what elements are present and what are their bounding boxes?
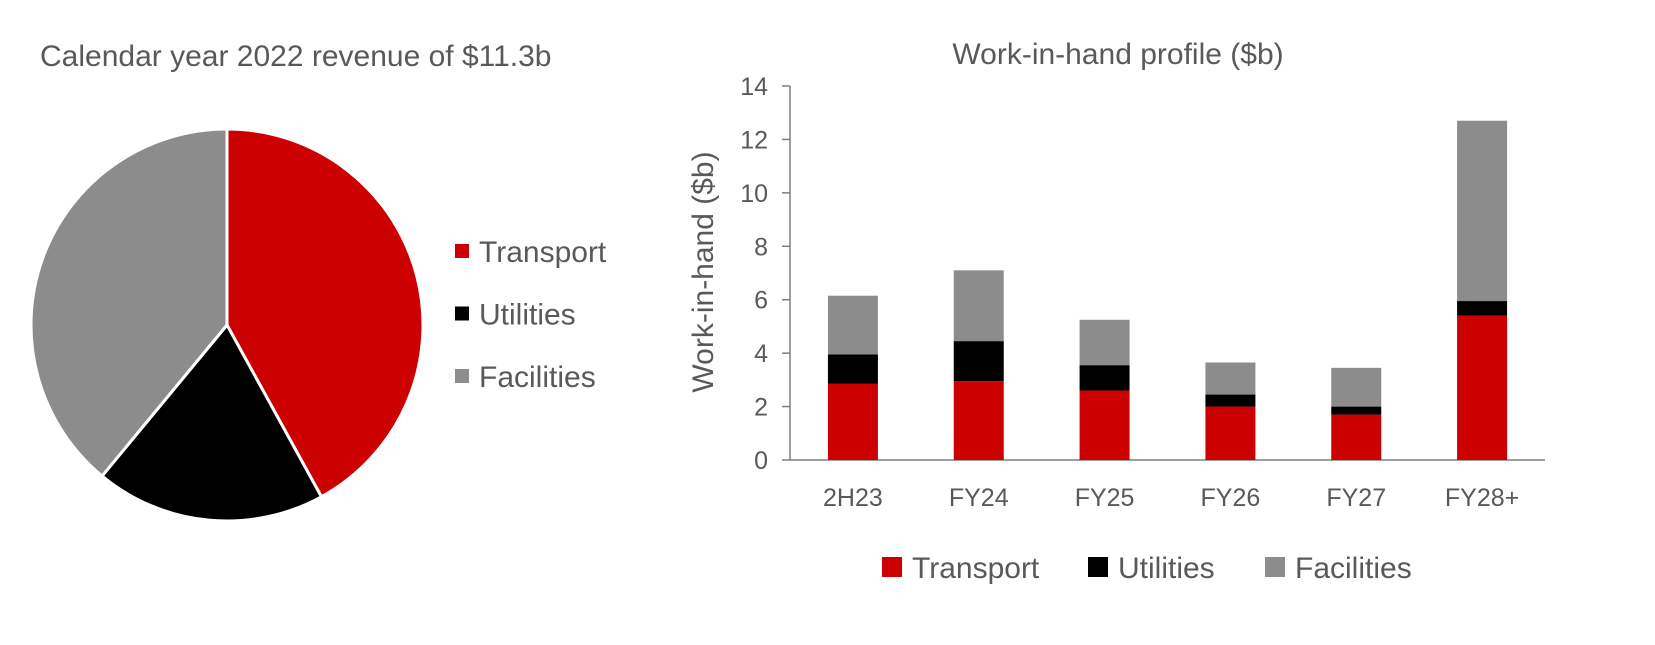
bar-legend-swatch bbox=[1088, 557, 1108, 577]
bar-facilities-fy24 bbox=[953, 270, 1004, 342]
pie-legend-swatch bbox=[455, 369, 469, 383]
x-axis-ticks: 2H23 FY24 FY25 FY26 FY27 FY28+ bbox=[823, 484, 1519, 512]
y-tick-label: 10 bbox=[740, 180, 768, 208]
bar-transport-2h23 bbox=[827, 383, 878, 460]
y-axis-label: Work-in-hand ($b) bbox=[687, 151, 720, 392]
bar-legend-swatch bbox=[1265, 557, 1285, 577]
bar-legend-item-transport: Transport bbox=[882, 552, 1040, 585]
bar-stack-2h23 bbox=[827, 295, 878, 460]
bar-legend-label: Utilities bbox=[1118, 552, 1215, 585]
x-tick-label: FY24 bbox=[949, 484, 1009, 512]
pie-legend-label: Utilities bbox=[479, 299, 576, 332]
bar-legend-item-facilities: Facilities bbox=[1265, 552, 1412, 585]
bar-stack-fy26 bbox=[1205, 362, 1256, 460]
x-tick-label: FY27 bbox=[1326, 484, 1386, 512]
bar-facilities-fy25 bbox=[1079, 319, 1130, 366]
x-tick-label: FY28+ bbox=[1445, 484, 1519, 512]
pie-legend-swatch bbox=[455, 244, 469, 258]
pie-legend-item-facilities: Facilities bbox=[455, 361, 596, 394]
bar-transport-fy24 bbox=[953, 381, 1004, 460]
bar-utilities-fy25 bbox=[1079, 365, 1130, 391]
bar-facilities-fy26 bbox=[1205, 362, 1256, 395]
bar-legend: Transport Utilities Facilities bbox=[882, 552, 1412, 585]
pie-legend-item-transport: Transport bbox=[455, 236, 607, 269]
pie-slices bbox=[29, 127, 425, 523]
y-axis-ticks: 0 2 4 6 8 10 12 14 bbox=[740, 73, 790, 475]
bar-utilities-fy27 bbox=[1331, 406, 1382, 415]
y-tick-label: 12 bbox=[740, 126, 768, 154]
bar-facilities-fy27 bbox=[1331, 367, 1382, 407]
pie-legend-item-utilities: Utilities bbox=[455, 299, 576, 332]
pie-legend-label: Transport bbox=[479, 236, 607, 269]
y-tick-label: 6 bbox=[754, 287, 768, 315]
bar-transport-fy27 bbox=[1331, 414, 1382, 460]
bar-legend-swatch bbox=[882, 557, 902, 577]
pie-chart: Calendar year 2022 revenue of $11.3b Tra… bbox=[29, 40, 607, 523]
bar-utilities-2h23 bbox=[827, 354, 878, 384]
pie-slice-facilities bbox=[29, 127, 229, 479]
bar-stack-fy25 bbox=[1079, 319, 1130, 460]
bar-transport-fy26 bbox=[1205, 406, 1256, 460]
bar-facilities-fy28 bbox=[1457, 120, 1508, 302]
x-tick-label: FY25 bbox=[1075, 484, 1135, 512]
pie-legend-swatch bbox=[455, 306, 469, 321]
y-tick-label: 14 bbox=[740, 73, 768, 101]
pie-slice-transport bbox=[225, 127, 425, 499]
bar-utilities-fy28 bbox=[1457, 301, 1508, 316]
bar-legend-label: Facilities bbox=[1295, 552, 1412, 585]
bar-transport-fy28 bbox=[1457, 315, 1508, 460]
x-tick-label: 2H23 bbox=[823, 484, 883, 512]
bar-stack-fy28 bbox=[1457, 120, 1508, 460]
bar-chart: Work-in-hand profile ($b) Work-in-hand (… bbox=[687, 38, 1545, 585]
pie-title: Calendar year 2022 revenue of $11.3b bbox=[40, 40, 551, 73]
bar-transport-fy25 bbox=[1079, 390, 1130, 460]
bar-utilities-fy24 bbox=[953, 341, 1004, 382]
bar-stack-fy24 bbox=[953, 270, 1004, 460]
bar-utilities-fy26 bbox=[1205, 394, 1256, 407]
pie-legend-label: Facilities bbox=[479, 361, 596, 394]
bar-series bbox=[827, 120, 1508, 460]
y-tick-label: 2 bbox=[754, 394, 768, 422]
y-tick-label: 0 bbox=[754, 447, 768, 475]
bar-stack-fy27 bbox=[1331, 367, 1382, 460]
y-tick-label: 8 bbox=[754, 233, 768, 261]
bar-legend-label: Transport bbox=[912, 552, 1040, 585]
bar-title: Work-in-hand profile ($b) bbox=[952, 38, 1283, 71]
bar-legend-item-utilities: Utilities bbox=[1088, 552, 1215, 585]
y-tick-label: 4 bbox=[754, 340, 768, 368]
pie-slice-utilities bbox=[99, 322, 324, 523]
pie-legend: Transport Utilities Facilities bbox=[455, 236, 607, 394]
x-tick-label: FY26 bbox=[1201, 484, 1261, 512]
bar-facilities-2h23 bbox=[827, 295, 878, 355]
